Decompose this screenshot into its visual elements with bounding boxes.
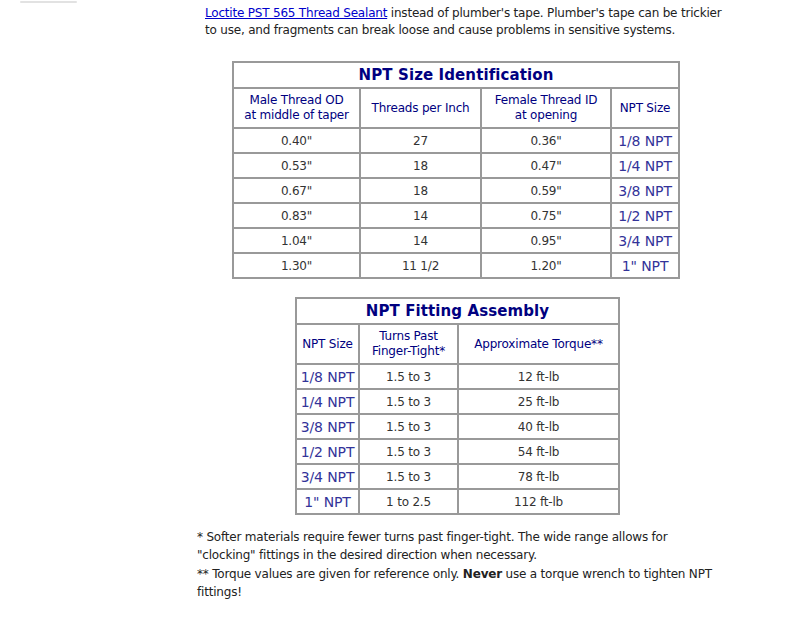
footnote-turns-line2: "clocking" fittings in the desired direc…	[197, 548, 537, 562]
column-header: NPT Size	[296, 324, 359, 364]
data-cell: 40 ft-lb	[458, 414, 619, 439]
data-cell: 1.30"	[233, 253, 360, 278]
footnote-torque-after-bold: use a torque wrench to tighten NPT	[502, 567, 712, 581]
data-cell: 1.20"	[481, 253, 611, 278]
data-cell: 0.47"	[481, 153, 611, 178]
data-cell: 0.83"	[233, 203, 360, 228]
npt-size-cell: 1/2 NPT	[296, 439, 359, 464]
npt-size-cell: 3/4 NPT	[611, 228, 679, 253]
data-cell: 18	[360, 178, 481, 203]
data-cell: 0.67"	[233, 178, 360, 203]
table-title: NPT Size Identification	[233, 62, 679, 88]
data-cell: 25 ft-lb	[458, 389, 619, 414]
footnote-turns: * Softer materials require fewer turns p…	[197, 529, 667, 564]
column-header: NPT Size	[611, 88, 679, 128]
data-cell: 11 1/2	[360, 253, 481, 278]
data-cell: 0.53"	[233, 153, 360, 178]
table-row: 1/8 NPT1.5 to 312 ft-lb	[296, 364, 619, 389]
table-row: 1/4 NPT1.5 to 325 ft-lb	[296, 389, 619, 414]
data-cell: 27	[360, 128, 481, 153]
column-header: Turns Past Finger-Tight*	[359, 324, 458, 364]
column-header: Female Thread ID at opening	[481, 88, 611, 128]
table-row: 3/4 NPT1.5 to 378 ft-lb	[296, 464, 619, 489]
npt-size-cell: 1/8 NPT	[611, 128, 679, 153]
npt-size-cell: 1/2 NPT	[611, 203, 679, 228]
npt-size-cell: 3/4 NPT	[296, 464, 359, 489]
top-left-divider-artifact	[20, 1, 77, 3]
npt-size-identification-table: NPT Size Identification Male Thread OD a…	[232, 61, 680, 279]
npt-size-cell: 1/4 NPT	[296, 389, 359, 414]
table-row: 0.67"180.59"3/8 NPT	[233, 178, 679, 203]
column-header-row: NPT SizeTurns Past Finger-Tight*Approxim…	[296, 324, 619, 364]
data-cell: 0.59"	[481, 178, 611, 203]
table-row: 1/2 NPT1.5 to 354 ft-lb	[296, 439, 619, 464]
column-header: Male Thread OD at middle of taper	[233, 88, 360, 128]
data-cell: 1.5 to 3	[359, 464, 458, 489]
data-cell: 0.75"	[481, 203, 611, 228]
column-header: Threads per Inch	[360, 88, 481, 128]
footnote-torque: ** Torque values are given for reference…	[197, 566, 712, 601]
column-header: Approximate Torque**	[458, 324, 619, 364]
data-cell: 1 to 2.5	[359, 489, 458, 514]
intro-line2-text: to use, and fragments can break loose an…	[205, 23, 675, 37]
footnote-turns-line1: * Softer materials require fewer turns p…	[197, 530, 667, 544]
footnote-torque-never-bold: Never	[463, 567, 502, 581]
data-cell: 1.5 to 3	[359, 389, 458, 414]
data-cell: 0.95"	[481, 228, 611, 253]
intro-line1-text: instead of plumber's tape. Plumber's tap…	[387, 6, 721, 20]
loctite-sealant-link[interactable]: Loctite PST 565 Thread Sealant	[205, 6, 387, 20]
data-cell: 14	[360, 228, 481, 253]
npt-size-cell: 3/8 NPT	[296, 414, 359, 439]
table-row: 0.53"180.47"1/4 NPT	[233, 153, 679, 178]
data-cell: 1.04"	[233, 228, 360, 253]
npt-size-cell: 1/8 NPT	[296, 364, 359, 389]
table-row: 1.30"11 1/21.20"1" NPT	[233, 253, 679, 278]
table-body: 0.40"270.36"1/8 NPT0.53"180.47"1/4 NPT0.…	[233, 128, 679, 278]
data-cell: 0.40"	[233, 128, 360, 153]
data-cell: 0.36"	[481, 128, 611, 153]
title-row: NPT Size Identification	[233, 62, 679, 88]
title-row: NPT Fitting Assembly	[296, 298, 619, 324]
npt-size-cell: 1/4 NPT	[611, 153, 679, 178]
data-cell: 54 ft-lb	[458, 439, 619, 464]
table-row: 1" NPT1 to 2.5112 ft-lb	[296, 489, 619, 514]
table-title: NPT Fitting Assembly	[296, 298, 619, 324]
data-cell: 12 ft-lb	[458, 364, 619, 389]
table-row: 1.04"140.95"3/4 NPT	[233, 228, 679, 253]
npt-size-cell: 3/8 NPT	[611, 178, 679, 203]
data-cell: 1.5 to 3	[359, 364, 458, 389]
npt-fitting-assembly-table: NPT Fitting Assembly NPT SizeTurns Past …	[295, 297, 620, 515]
data-cell: 1.5 to 3	[359, 439, 458, 464]
table-row: 0.40"270.36"1/8 NPT	[233, 128, 679, 153]
table-body: 1/8 NPT1.5 to 312 ft-lb1/4 NPT1.5 to 325…	[296, 364, 619, 514]
table-row: 0.83"140.75"1/2 NPT	[233, 203, 679, 228]
data-cell: 14	[360, 203, 481, 228]
data-cell: 112 ft-lb	[458, 489, 619, 514]
page: Loctite PST 565 Thread Sealant instead o…	[0, 0, 787, 619]
table-row: 3/8 NPT1.5 to 340 ft-lb	[296, 414, 619, 439]
column-header-row: Male Thread OD at middle of taperThreads…	[233, 88, 679, 128]
npt-size-cell: 1" NPT	[296, 489, 359, 514]
data-cell: 1.5 to 3	[359, 414, 458, 439]
footnote-torque-before-bold: ** Torque values are given for reference…	[197, 567, 463, 581]
footnote-torque-line2: fittings!	[197, 585, 242, 599]
npt-size-cell: 1" NPT	[611, 253, 679, 278]
data-cell: 18	[360, 153, 481, 178]
intro-paragraph: Loctite PST 565 Thread Sealant instead o…	[205, 5, 722, 39]
data-cell: 78 ft-lb	[458, 464, 619, 489]
